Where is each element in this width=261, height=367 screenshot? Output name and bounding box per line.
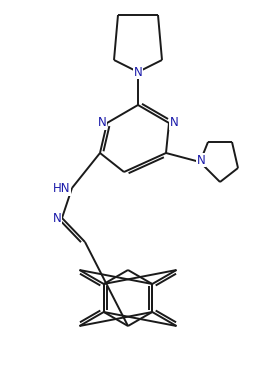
- Text: N: N: [170, 116, 178, 130]
- Text: N: N: [53, 212, 61, 225]
- Text: N: N: [134, 65, 142, 79]
- Text: HN: HN: [53, 182, 71, 196]
- Text: N: N: [98, 116, 106, 130]
- Text: N: N: [197, 153, 205, 167]
